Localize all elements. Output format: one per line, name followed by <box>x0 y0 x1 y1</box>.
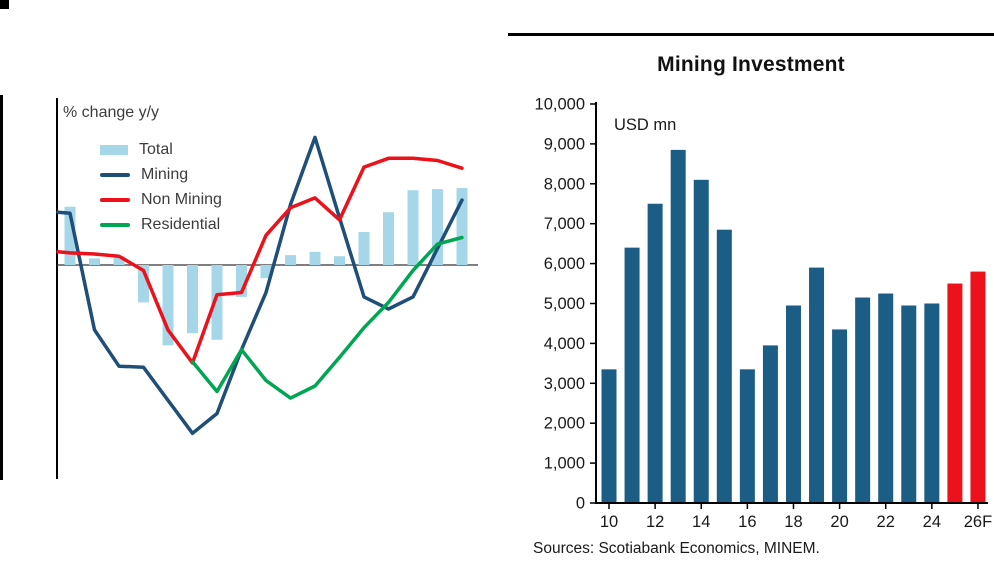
left-chart-svg <box>0 95 478 480</box>
x-tick-label: 26F <box>964 513 992 531</box>
investment-bar-26F <box>970 271 986 503</box>
total-bar <box>334 256 345 265</box>
legend-label-total: Total <box>139 141 173 158</box>
crop-corner-mark <box>0 0 9 9</box>
y-tick-label: 4,000 <box>544 335 585 353</box>
investment-bar-25 <box>947 283 963 503</box>
total-bar <box>64 206 76 265</box>
total-bar <box>113 256 125 265</box>
investment-bar-19 <box>809 267 825 503</box>
investment-bar-12 <box>647 203 663 503</box>
legend-label-residential: Residential <box>141 216 221 233</box>
x-tick-label: 14 <box>692 513 710 531</box>
y-tick-label: 2,000 <box>544 415 585 433</box>
investment-bar-20 <box>832 329 848 503</box>
x-tick-label: 20 <box>830 513 848 531</box>
y-tick-label: 10,000 <box>535 96 585 114</box>
investment-bar-24 <box>924 303 940 503</box>
legend-item-residential: Residential <box>100 216 222 234</box>
investment-bar-22 <box>878 293 894 503</box>
sources-note: Sources: Scotiabank Economics, MINEM. <box>533 540 820 557</box>
total-bar <box>407 190 419 265</box>
x-tick-label: 10 <box>600 513 618 531</box>
total-bar <box>162 265 174 346</box>
x-tick-label: 16 <box>738 513 756 531</box>
x-tick-label: 22 <box>877 513 895 531</box>
x-tick-label: 12 <box>646 513 664 531</box>
left-chart-legend: Total Mining Non Mining Residential <box>100 141 222 234</box>
investment-bar-21 <box>855 297 871 503</box>
y-tick-label: 5,000 <box>544 295 585 313</box>
mining-investment-chart: Mining Investment 0 1,000 2,000 3,000 4,000 5… <box>508 33 994 579</box>
investment-bar-18 <box>785 305 801 503</box>
x-tick-label: 18 <box>784 513 802 531</box>
y-tick-label: 0 <box>576 495 585 513</box>
residential-swatch <box>100 223 130 227</box>
construction-components-chart: % change y/y Total Mining Non Mining Res… <box>0 95 478 480</box>
left-frame-crop-line <box>0 95 3 480</box>
investment-bar-16 <box>739 369 755 503</box>
unit-label: USD mn <box>614 116 677 134</box>
legend-item-total: Total <box>100 141 222 159</box>
total-bar <box>138 265 149 303</box>
y-tick-label: 7,000 <box>544 215 585 233</box>
investment-bar-15 <box>716 229 732 503</box>
total-swatch <box>100 145 128 155</box>
investment-bar-17 <box>762 345 778 503</box>
y-tick-label: 3,000 <box>544 375 585 393</box>
total-bar <box>236 265 247 297</box>
total-bar <box>358 232 370 265</box>
total-bar <box>285 255 296 265</box>
investment-bar-13 <box>670 149 686 503</box>
y-tick-label: 9,000 <box>544 135 585 153</box>
y-tick-label: 1,000 <box>544 455 585 473</box>
non-mining-swatch <box>100 198 130 202</box>
total-bar <box>456 188 468 265</box>
investment-bar-14 <box>693 179 709 503</box>
total-bar <box>260 265 272 279</box>
total-bar <box>187 265 198 334</box>
mining-swatch <box>100 173 130 177</box>
legend-label-mining: Mining <box>141 166 189 183</box>
legend-label-non-mining: Non Mining <box>141 191 222 208</box>
right-chart-svg: 0 1,000 2,000 3,000 4,000 5,000 6,000 7,000 8,00… <box>535 96 993 532</box>
mining-line <box>56 135 464 436</box>
total-bar <box>383 212 394 265</box>
investment-bar-10 <box>601 369 617 503</box>
left-chart-axis-label: % change y/y <box>63 104 160 121</box>
total-bar <box>211 265 223 340</box>
x-tick-label: 24 <box>923 513 941 531</box>
legend-item-mining: Mining <box>100 166 222 184</box>
y-tick-label: 8,000 <box>544 175 585 193</box>
total-bar <box>89 258 100 265</box>
chart-title: Mining Investment <box>657 53 845 76</box>
y-tick-label: 6,000 <box>544 255 585 273</box>
total-bar <box>432 189 443 265</box>
total-bar <box>309 251 321 265</box>
investment-bar-23 <box>901 305 917 503</box>
non-mining-line <box>56 156 464 365</box>
investment-bar-11 <box>624 247 640 503</box>
residential-line <box>190 235 464 400</box>
legend-item-non-mining: Non Mining <box>100 191 222 209</box>
